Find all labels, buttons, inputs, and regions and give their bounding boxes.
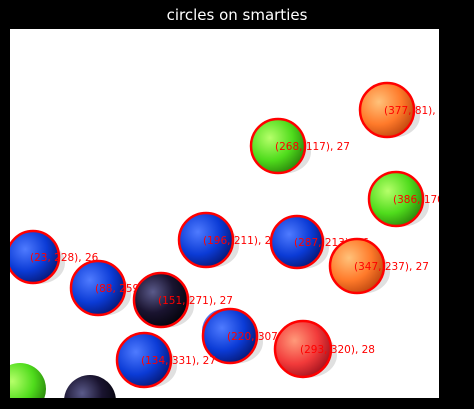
circle-label: (293, 320), 28 — [300, 344, 375, 356]
detected-circles: (377, 81), 27 (268, 117), 27 (386, 170), 2… — [10, 81, 439, 389]
candy-circle — [249, 117, 307, 175]
smarties-image: (377, 81), 27 (268, 117), 27 (386, 170), 2… — [10, 81, 439, 398]
circle-label: (386, 170), 27 — [393, 194, 439, 206]
candy-circle — [69, 259, 127, 317]
detected-circle: (268, 117), 27 — [249, 117, 350, 175]
image-frame: (377, 81), 27 (268, 117), 27 (386, 170), 2… — [10, 29, 439, 398]
candy-circle — [115, 331, 173, 389]
candy-circle — [269, 214, 325, 270]
detected-circle: (386, 170), 27 — [367, 170, 439, 228]
detected-circle: (196, 211), 27 — [177, 211, 278, 269]
figure-title: circles on smarties — [166, 6, 308, 24]
detected-circle: (23, 228), 26 — [10, 229, 99, 285]
candy-circle — [10, 229, 61, 285]
green-candy-corner — [10, 363, 46, 398]
detected-circle: (287, 213), 26 — [269, 214, 369, 270]
circle-label: (23, 228), 26 — [30, 252, 99, 264]
circle-label: (151, 271), 27 — [158, 295, 233, 307]
circle-label: (268, 117), 27 — [275, 141, 350, 153]
detected-circle: (347, 237), 27 — [328, 237, 429, 295]
dark-candy-bottom — [64, 375, 116, 398]
detected-circle: (377, 81), 27 — [358, 81, 439, 139]
detected-circle: (151, 271), 27 — [132, 271, 233, 329]
candy-circle — [273, 319, 333, 379]
candy-circle — [177, 211, 235, 269]
circle-label: (347, 237), 27 — [354, 261, 429, 273]
candy-circle — [201, 307, 259, 365]
detected-circle: (134, 331), 27 — [115, 331, 216, 389]
candy-circle — [132, 271, 190, 329]
candy-circle — [367, 170, 425, 228]
candy-circle — [358, 81, 416, 139]
circle-label: (377, 81), 27 — [384, 105, 439, 117]
circle-label: (196, 211), 27 — [203, 235, 278, 247]
circle-label: (134, 331), 27 — [141, 355, 216, 367]
detected-circle: (293, 320), 28 — [273, 319, 375, 379]
candy-circle — [328, 237, 386, 295]
